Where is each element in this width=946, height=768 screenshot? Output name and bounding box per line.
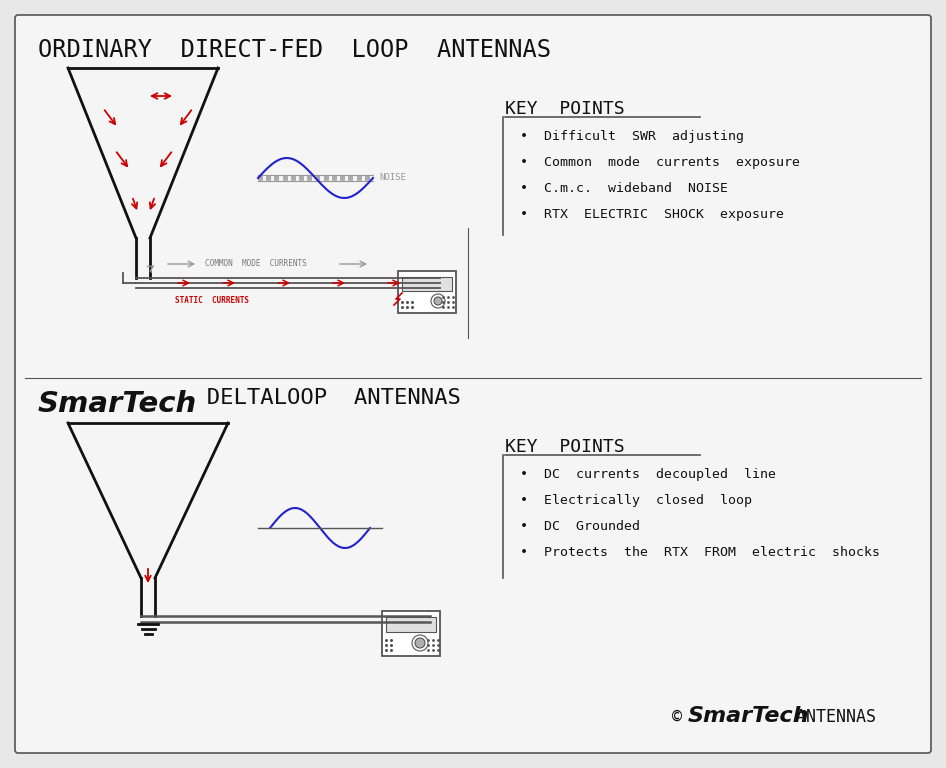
Text: •  C.m.c.  wideband  NOISE: • C.m.c. wideband NOISE: [520, 182, 728, 195]
Circle shape: [412, 635, 428, 651]
Text: •  RTX  ELECTRIC  SHOCK  exposure: • RTX ELECTRIC SHOCK exposure: [520, 208, 784, 221]
Text: ©: ©: [672, 708, 692, 726]
Circle shape: [434, 297, 442, 305]
Bar: [402, 277, 452, 291]
Text: KEY  POINTS: KEY POINTS: [505, 100, 624, 118]
Text: SmarTech: SmarTech: [688, 706, 810, 726]
Text: •  Difficult  SWR  adjusting: • Difficult SWR adjusting: [520, 130, 744, 143]
Text: •  DC  Grounded: • DC Grounded: [520, 520, 640, 533]
Circle shape: [431, 294, 445, 308]
Text: •  Common  mode  currents  exposure: • Common mode currents exposure: [520, 156, 800, 169]
Text: •  Protects  the  RTX  FROM  electric  shocks: • Protects the RTX FROM electric shocks: [520, 546, 880, 559]
Text: DELTALOOP  ANTENNAS: DELTALOOP ANTENNAS: [180, 388, 461, 408]
Text: SmarTech: SmarTech: [38, 390, 198, 418]
Text: •  Electrically  closed  loop: • Electrically closed loop: [520, 494, 752, 507]
Text: KEY  POINTS: KEY POINTS: [505, 438, 624, 456]
Text: •  DC  currents  decoupled  line: • DC currents decoupled line: [520, 468, 776, 481]
Text: COMMON  MODE  CURRENTS: COMMON MODE CURRENTS: [205, 259, 307, 267]
Text: ORDINARY  DIRECT-FED  LOOP  ANTENNAS: ORDINARY DIRECT-FED LOOP ANTENNAS: [38, 38, 551, 62]
Bar: [382, 611, 440, 656]
Circle shape: [415, 638, 425, 648]
Bar: [386, 617, 436, 632]
Text: STATIC  CURRENTS: STATIC CURRENTS: [175, 296, 249, 305]
FancyBboxPatch shape: [15, 15, 931, 753]
Text: ANTENNAS: ANTENNAS: [786, 708, 876, 726]
Text: NOISE: NOISE: [379, 174, 406, 183]
Bar: [398, 271, 456, 313]
